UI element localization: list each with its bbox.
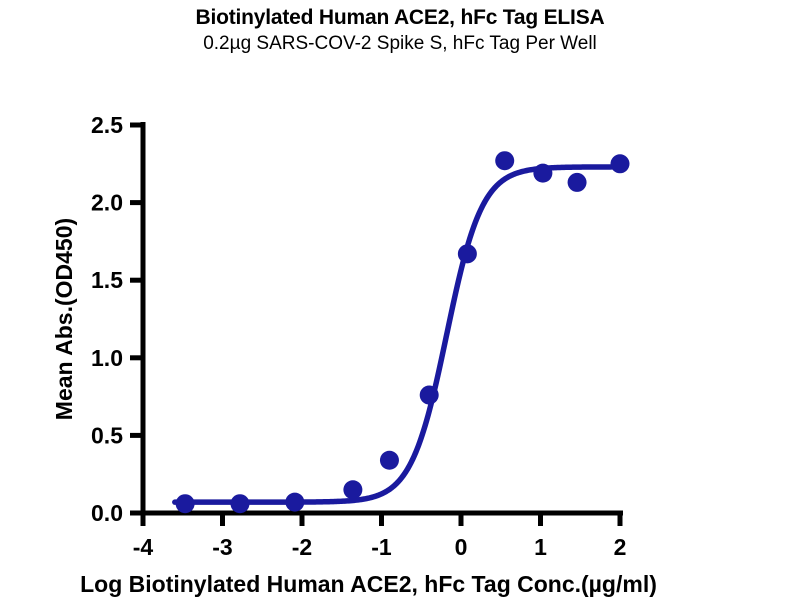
axis-labels-group: -4 -3 -2 -1 0 1 2 0.0 0.5 1.0 1.5 2.0 2.5 Log Biotiny…	[51, 112, 657, 597]
y-tick-label-5: 2.5	[91, 112, 123, 138]
data-point	[175, 494, 195, 514]
y-axis-title: Mean Abs.(OD450)	[51, 218, 77, 420]
chart-subtitle: 0.2µg SARS-COV-2 Spike S, hFc Tag Per We…	[203, 33, 597, 54]
x-tick-label-3: -1	[371, 534, 392, 560]
x-axis-title: Log Biotinylated Human ACE2, hFc Tag Con…	[80, 571, 657, 597]
data-point	[419, 385, 439, 405]
y-tick-label-0: 0.0	[91, 500, 123, 526]
x-tick-label-2: -2	[292, 534, 312, 560]
y-tick-label-1: 0.5	[91, 422, 123, 448]
y-tick-label-3: 1.5	[91, 267, 123, 293]
x-tick-label-6: 2	[614, 534, 627, 560]
x-tick-label-0: -4	[133, 534, 154, 560]
y-tick-label-4: 2.0	[91, 190, 123, 216]
data-point	[567, 172, 587, 192]
data-points-group	[175, 151, 630, 514]
data-point	[230, 494, 250, 514]
data-point	[495, 151, 515, 171]
x-tick-label-1: -3	[212, 534, 232, 560]
x-tick-label-5: 1	[534, 534, 547, 560]
data-point	[457, 244, 477, 264]
chart-title: Biotinylated Human ACE2, hFc Tag ELISA	[195, 6, 605, 29]
sigmoid-fit-path	[172, 164, 623, 505]
data-point	[379, 450, 399, 470]
y-tick-label-2: 1.0	[91, 345, 123, 371]
title-block: Biotinylated Human ACE2, hFc Tag ELISA 0…	[0, 0, 800, 57]
x-tick-label-4: 0	[455, 534, 468, 560]
data-point	[533, 163, 553, 183]
data-point	[343, 480, 363, 500]
data-point	[285, 492, 305, 512]
fit-curve	[172, 164, 623, 505]
data-point	[610, 154, 630, 174]
axes-group	[130, 122, 623, 526]
